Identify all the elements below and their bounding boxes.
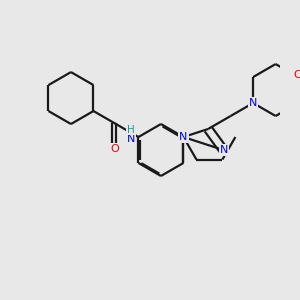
Text: O: O (111, 144, 119, 154)
Text: O: O (294, 70, 300, 80)
Text: N: N (220, 145, 229, 155)
Text: N: N (249, 98, 257, 108)
Text: N: N (179, 132, 188, 142)
Text: H: H (127, 124, 135, 135)
Text: N: N (127, 134, 135, 144)
